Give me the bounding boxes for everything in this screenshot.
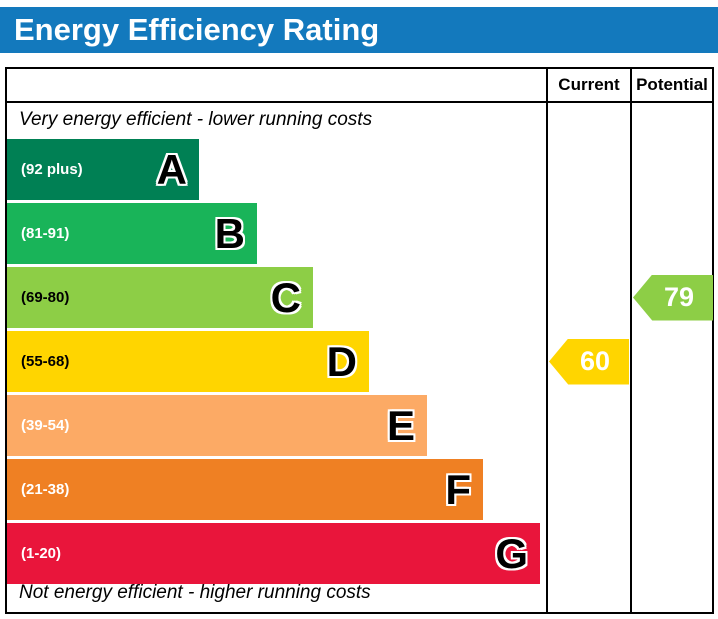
current-column-header: Current [558,75,620,94]
current-rating-value: 60 [579,346,611,376]
band-letter: B [214,210,245,257]
potential-rating-value: 79 [663,282,695,312]
band-letter: F [445,466,471,513]
current-rating-arrow: 60 [549,338,629,385]
energy-rating-chart: Current Potential Very energy efficient … [5,67,714,614]
top-note: Very energy efficient - lower running co… [19,109,373,130]
band-letter: G [495,530,528,577]
divider-potential-column [630,69,632,612]
page-title: Energy Efficiency Rating [14,12,380,47]
title-bar: Energy Efficiency Rating [0,7,718,53]
band-range: (81-91) [21,225,70,242]
rating-bands: (92 plus) A (81-91) B (69-80) C (55-68) … [7,139,546,587]
band-c: (69-80) C [7,267,313,328]
band-e: (39-54) E [7,395,427,456]
band-b: (81-91) B [7,203,257,264]
band-range: (1-20) [21,545,62,562]
potential-column-header: Potential [636,75,708,94]
band-g: (1-20) G [7,523,540,584]
bottom-note: Not energy efficient - higher running co… [19,582,371,603]
band-range: (21-38) [21,481,70,498]
potential-rating-arrow: 79 [633,274,713,321]
band-d: (55-68) D [7,331,369,392]
band-range: (69-80) [21,289,70,306]
band-a: (92 plus) A [7,139,199,200]
band-letter: C [270,274,301,321]
band-f: (21-38) F [7,459,483,520]
band-letter: D [326,338,357,385]
band-range: (92 plus) [21,161,83,178]
band-range: (39-54) [21,417,70,434]
band-letter: A [156,146,187,193]
band-letter: E [386,402,415,449]
band-range: (55-68) [21,353,70,370]
divider-header-row [7,101,712,103]
divider-current-column [546,69,548,612]
